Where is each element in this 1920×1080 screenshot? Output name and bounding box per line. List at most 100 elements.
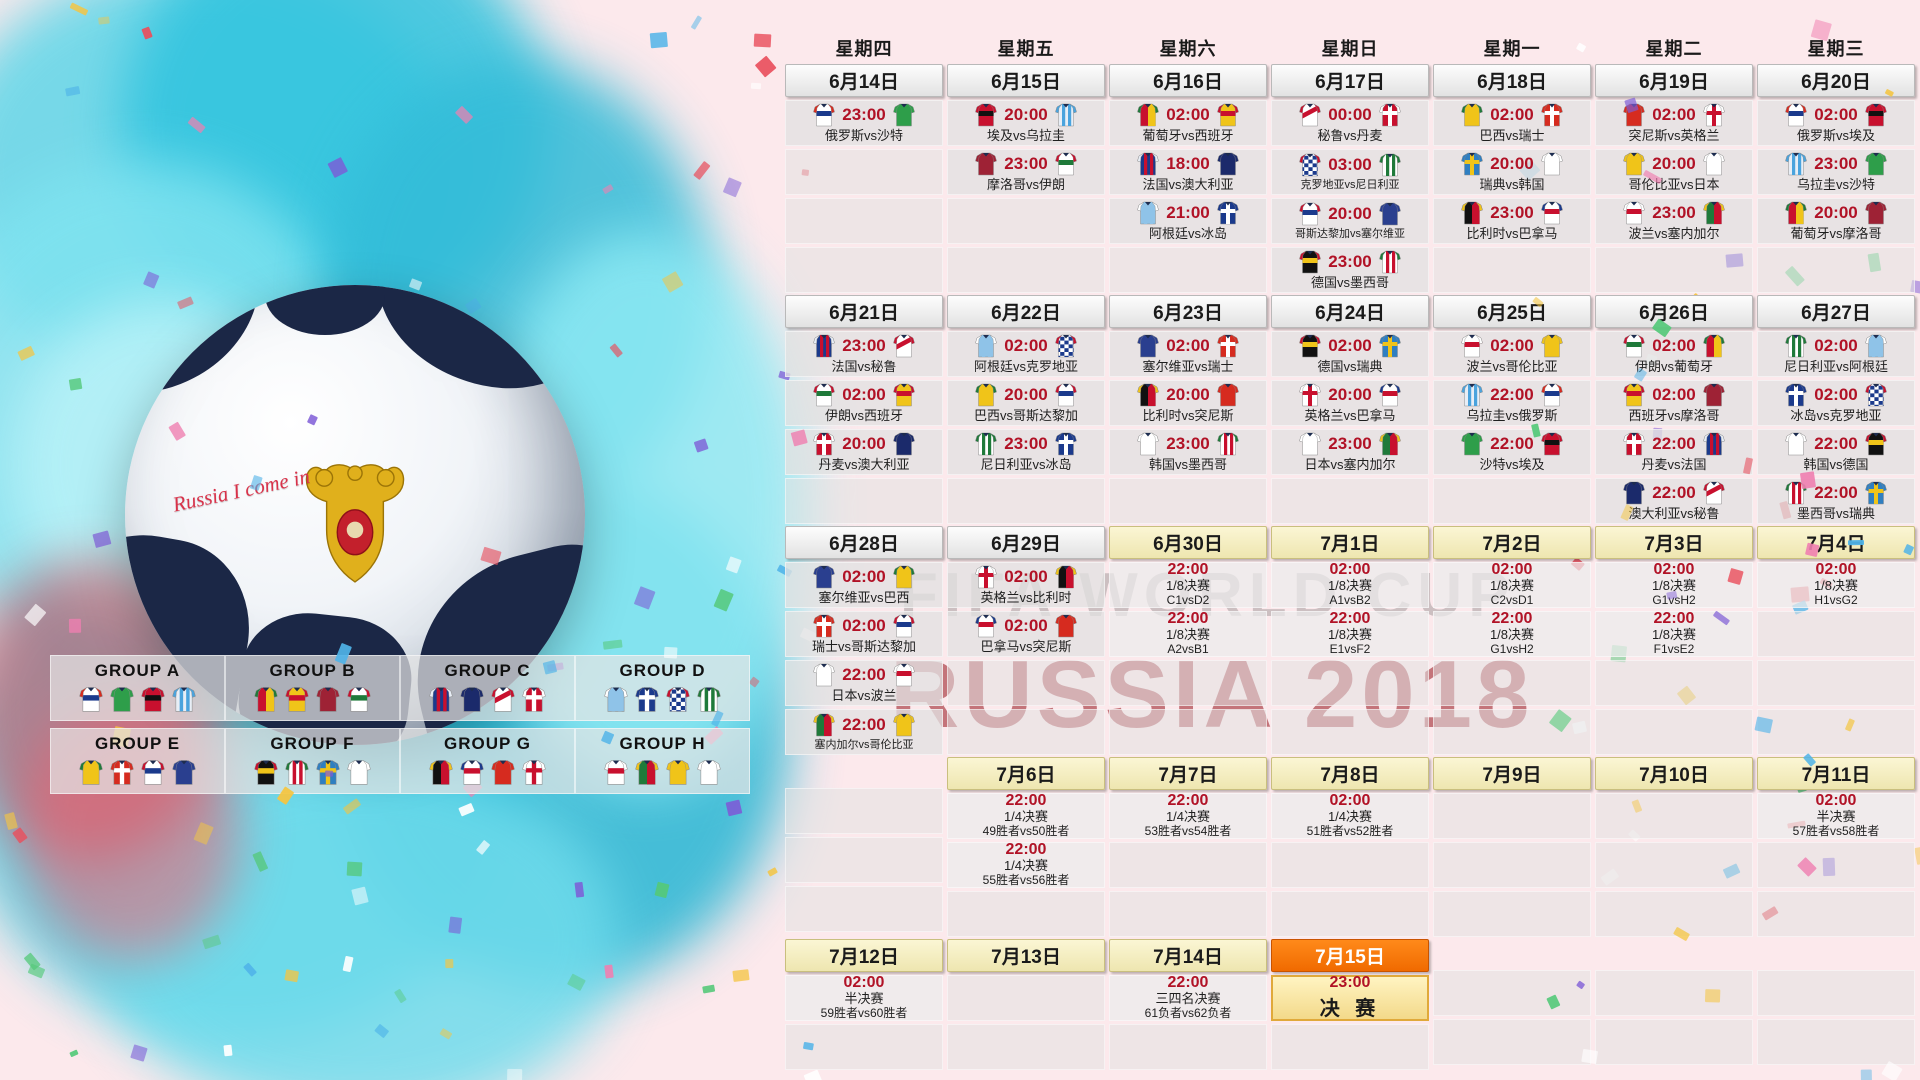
group-match-cell[interactable]: 20:00 哥伦比亚vs日本: [1595, 149, 1753, 195]
knockout-match-cell[interactable]: 22:00 1/8决赛 C1vsD2: [1109, 561, 1267, 608]
group-match-cell[interactable]: 02:00 塞尔维亚vs巴西: [785, 562, 943, 608]
date-header-7月4日[interactable]: 7月4日: [1757, 526, 1915, 559]
group-match-cell[interactable]: 23:00 俄罗斯vs沙特: [785, 100, 943, 146]
group-match-cell[interactable]: 02:00 尼日利亚vs阿根廷: [1757, 331, 1915, 377]
date-header-6月16日[interactable]: 6月16日: [1109, 64, 1267, 97]
date-header-7月13日[interactable]: 7月13日: [947, 939, 1105, 972]
group-match-cell[interactable]: 21:00 阿根廷vs冰岛: [1109, 198, 1267, 244]
group-match-cell[interactable]: 23:00 比利时vs巴拿马: [1433, 198, 1591, 244]
group-match-cell[interactable]: 23:00 德国vs墨西哥: [1271, 247, 1429, 293]
date-header-6月17日[interactable]: 6月17日: [1271, 64, 1429, 97]
knockout-match-cell[interactable]: 02:00 1/8决赛 G1vsH2: [1595, 561, 1753, 608]
date-header-6月22日[interactable]: 6月22日: [947, 295, 1105, 328]
knockout-match-cell[interactable]: 22:00 1/4决赛 49胜者vs50胜者: [947, 792, 1105, 839]
group-match-cell[interactable]: 22:00 韩国vs德国: [1757, 429, 1915, 475]
group-match-cell[interactable]: 00:00 秘鲁vs丹麦: [1271, 100, 1429, 146]
knockout-match-cell[interactable]: 22:00 三四名决赛 61负者vs62负者: [1109, 974, 1267, 1021]
group-match-cell[interactable]: 20:00 埃及vs乌拉圭: [947, 100, 1105, 146]
group-match-cell[interactable]: 22:00 日本vs波兰: [785, 660, 943, 706]
date-header-6月15日[interactable]: 6月15日: [947, 64, 1105, 97]
group-match-cell[interactable]: 02:00 阿根廷vs克罗地亚: [947, 331, 1105, 377]
date-header-7月6日[interactable]: 7月6日: [947, 757, 1105, 790]
group-match-cell[interactable]: 20:00 英格兰vs巴拿马: [1271, 380, 1429, 426]
date-header-6月27日[interactable]: 6月27日: [1757, 295, 1915, 328]
group-match-cell[interactable]: 02:00 冰岛vs克罗地亚: [1757, 380, 1915, 426]
group-match-cell[interactable]: 23:00 尼日利亚vs冰岛: [947, 429, 1105, 475]
group-match-cell[interactable]: 02:00 德国vs瑞典: [1271, 331, 1429, 377]
date-header-7月10日[interactable]: 7月10日: [1595, 757, 1753, 790]
knockout-match-cell[interactable]: 02:00 1/4决赛 51胜者vs52胜者: [1271, 792, 1429, 839]
date-header-6月21日[interactable]: 6月21日: [785, 295, 943, 328]
knockout-match-cell[interactable]: 02:00 1/8决赛 H1vsG2: [1757, 561, 1915, 608]
group-box-group-a[interactable]: GROUP A: [50, 655, 225, 721]
date-header-7月2日[interactable]: 7月2日: [1433, 526, 1591, 559]
group-match-cell[interactable]: 23:00 韩国vs墨西哥: [1109, 429, 1267, 475]
group-match-cell[interactable]: 22:00 塞内加尔vs哥伦比亚: [785, 709, 943, 755]
group-match-cell[interactable]: 18:00 法国vs澳大利亚: [1109, 149, 1267, 195]
group-match-cell[interactable]: 02:00 葡萄牙vs西班牙: [1109, 100, 1267, 146]
group-box-group-g[interactable]: GROUP G: [400, 728, 575, 794]
group-match-cell[interactable]: 20:00 丹麦vs澳大利亚: [785, 429, 943, 475]
knockout-match-cell[interactable]: 22:00 1/8决赛 G1vsH2: [1433, 610, 1591, 657]
group-match-cell[interactable]: 02:00 塞尔维亚vs瑞士: [1109, 331, 1267, 377]
date-header-7月3日[interactable]: 7月3日: [1595, 526, 1753, 559]
final-match-cell[interactable]: 23:00 决 赛: [1271, 974, 1429, 1021]
group-box-group-d[interactable]: GROUP D: [575, 655, 750, 721]
date-header-7月14日[interactable]: 7月14日: [1109, 939, 1267, 972]
group-match-cell[interactable]: 20:00 比利时vs突尼斯: [1109, 380, 1267, 426]
date-header-6月18日[interactable]: 6月18日: [1433, 64, 1591, 97]
date-header-7月7日[interactable]: 7月7日: [1109, 757, 1267, 790]
group-match-cell[interactable]: 22:00 丹麦vs法国: [1595, 429, 1753, 475]
group-match-cell[interactable]: 22:00 澳大利亚vs秘鲁: [1595, 478, 1753, 524]
group-match-cell[interactable]: 23:00 法国vs秘鲁: [785, 331, 943, 377]
date-header-6月25日[interactable]: 6月25日: [1433, 295, 1591, 328]
group-match-cell[interactable]: 02:00 英格兰vs比利时: [947, 562, 1105, 608]
date-header-7月8日[interactable]: 7月8日: [1271, 757, 1429, 790]
knockout-match-cell[interactable]: 02:00 1/8决赛 A1vsB2: [1271, 561, 1429, 608]
knockout-match-cell[interactable]: 02:00 半决赛 57胜者vs58胜者: [1757, 792, 1915, 839]
date-header-7月12日[interactable]: 7月12日: [785, 939, 943, 972]
date-header-6月28日[interactable]: 6月28日: [785, 526, 943, 559]
group-match-cell[interactable]: 20:00 葡萄牙vs摩洛哥: [1757, 198, 1915, 244]
group-match-cell[interactable]: 20:00 瑞典vs韩国: [1433, 149, 1591, 195]
group-match-cell[interactable]: 20:00 巴西vs哥斯达黎加: [947, 380, 1105, 426]
knockout-match-cell[interactable]: 22:00 1/8决赛 F1vsE2: [1595, 610, 1753, 657]
group-match-cell[interactable]: 23:00 日本vs塞内加尔: [1271, 429, 1429, 475]
group-match-cell[interactable]: 02:00 西班牙vs摩洛哥: [1595, 380, 1753, 426]
group-match-cell[interactable]: 20:00 哥斯达黎加vs塞尔维亚: [1271, 198, 1429, 244]
date-header-7月9日[interactable]: 7月9日: [1433, 757, 1591, 790]
group-match-cell[interactable]: 02:00 伊朗vs葡萄牙: [1595, 331, 1753, 377]
group-match-cell[interactable]: 02:00 巴拿马vs突尼斯: [947, 611, 1105, 657]
group-match-cell[interactable]: 23:00 摩洛哥vs伊朗: [947, 149, 1105, 195]
date-header-6月24日[interactable]: 6月24日: [1271, 295, 1429, 328]
knockout-match-cell[interactable]: 22:00 1/4决赛 55胜者vs56胜者: [947, 841, 1105, 888]
knockout-match-cell[interactable]: 02:00 1/8决赛 C2vsD1: [1433, 561, 1591, 608]
date-header-6月14日[interactable]: 6月14日: [785, 64, 943, 97]
date-header-6月23日[interactable]: 6月23日: [1109, 295, 1267, 328]
knockout-match-cell[interactable]: 02:00 半决赛 59胜者vs60胜者: [785, 974, 943, 1021]
group-match-cell[interactable]: 02:00 瑞士vs哥斯达黎加: [785, 611, 943, 657]
group-match-cell[interactable]: 23:00 波兰vs塞内加尔: [1595, 198, 1753, 244]
date-header-6月19日[interactable]: 6月19日: [1595, 64, 1753, 97]
group-match-cell[interactable]: 02:00 突尼斯vs英格兰: [1595, 100, 1753, 146]
group-box-group-e[interactable]: GROUP E: [50, 728, 225, 794]
group-match-cell[interactable]: 02:00 伊朗vs西班牙: [785, 380, 943, 426]
group-match-cell[interactable]: 22:00 墨西哥vs瑞典: [1757, 478, 1915, 524]
group-match-cell[interactable]: 22:00 乌拉圭vs俄罗斯: [1433, 380, 1591, 426]
group-match-cell[interactable]: 22:00 沙特vs埃及: [1433, 429, 1591, 475]
date-header-6月30日[interactable]: 6月30日: [1109, 526, 1267, 559]
date-header-6月26日[interactable]: 6月26日: [1595, 295, 1753, 328]
date-header-7月1日[interactable]: 7月1日: [1271, 526, 1429, 559]
date-header-7月11日[interactable]: 7月11日: [1757, 757, 1915, 790]
date-header-7月15日[interactable]: 7月15日: [1271, 939, 1429, 972]
date-header-6月29日[interactable]: 6月29日: [947, 526, 1105, 559]
group-box-group-b[interactable]: GROUP B: [225, 655, 400, 721]
group-box-group-f[interactable]: GROUP F: [225, 728, 400, 794]
knockout-match-cell[interactable]: 22:00 1/8决赛 A2vsB1: [1109, 610, 1267, 657]
group-match-cell[interactable]: 23:00 乌拉圭vs沙特: [1757, 149, 1915, 195]
group-match-cell[interactable]: 02:00 巴西vs瑞士: [1433, 100, 1591, 146]
knockout-match-cell[interactable]: 22:00 1/4决赛 53胜者vs54胜者: [1109, 792, 1267, 839]
group-match-cell[interactable]: 02:00 波兰vs哥伦比亚: [1433, 331, 1591, 377]
group-match-cell[interactable]: 03:00 克罗地亚vs尼日利亚: [1271, 149, 1429, 195]
group-match-cell[interactable]: 02:00 俄罗斯vs埃及: [1757, 100, 1915, 146]
